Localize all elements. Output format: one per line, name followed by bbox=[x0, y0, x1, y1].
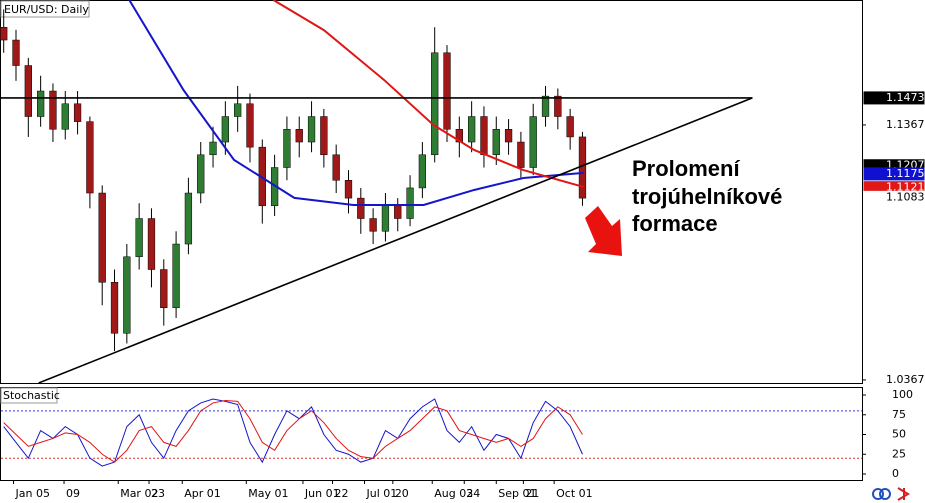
stoch-title: Stochastic bbox=[3, 389, 60, 402]
price-tag-label: 1.1175 bbox=[886, 167, 925, 180]
x-tick-label: Oct 01 bbox=[556, 487, 593, 500]
candle-body bbox=[24, 65, 32, 117]
candle-body bbox=[73, 103, 82, 122]
candle-body bbox=[480, 116, 488, 156]
price-tag bbox=[863, 91, 925, 105]
candle-body bbox=[492, 129, 500, 156]
y-tick-label: 75 bbox=[892, 408, 906, 421]
x-tick-label: Jun 01 bbox=[304, 487, 340, 500]
x-tick-label: 09 bbox=[66, 487, 80, 500]
candle-body bbox=[406, 187, 414, 219]
candle-body bbox=[37, 90, 45, 117]
stoch-line bbox=[3, 400, 583, 463]
stoch-panel bbox=[0, 387, 863, 481]
x-tick-label: 24 bbox=[466, 487, 480, 500]
candle-body bbox=[431, 52, 439, 156]
candle-body bbox=[332, 154, 340, 181]
candle-body bbox=[197, 154, 205, 194]
stoch-title-box bbox=[0, 387, 58, 404]
candle-body bbox=[369, 218, 377, 232]
candle-body bbox=[221, 116, 229, 143]
chart-title: EUR/USD: Daily bbox=[4, 3, 89, 16]
candle-body bbox=[86, 121, 94, 194]
candle-body bbox=[184, 192, 193, 245]
candle-body bbox=[381, 205, 390, 232]
toolbar-icons bbox=[872, 487, 910, 501]
x-tick-label: Aug 03 bbox=[434, 487, 473, 500]
x-tick-label: Jul 01 bbox=[366, 487, 398, 500]
x-tick-label: 23 bbox=[151, 487, 165, 500]
candle-body bbox=[49, 90, 57, 130]
annotation: Prolomení bbox=[632, 156, 740, 181]
candle-body bbox=[135, 218, 143, 258]
x-tick-label: 21 bbox=[525, 487, 539, 500]
candle-body bbox=[394, 205, 402, 219]
price-tag bbox=[863, 190, 925, 204]
price-tag-label: 1.1473 bbox=[886, 91, 925, 104]
candle-body bbox=[160, 269, 168, 309]
candle-body bbox=[246, 103, 254, 148]
indicator-line bbox=[128, 0, 584, 207]
candle-body bbox=[98, 192, 106, 283]
candle-body bbox=[344, 180, 353, 199]
y-tick-label: 25 bbox=[892, 447, 906, 460]
candle-body bbox=[529, 116, 537, 168]
arrow bbox=[585, 206, 622, 256]
candle-body bbox=[418, 154, 427, 189]
candle-body bbox=[455, 129, 463, 143]
candle-body bbox=[0, 27, 8, 41]
candle-body bbox=[320, 116, 328, 156]
x-tick-label: 22 bbox=[334, 487, 348, 500]
candle-body bbox=[357, 197, 365, 219]
candle-body bbox=[566, 116, 574, 138]
price-tag-label: 1.1121 bbox=[886, 181, 925, 194]
y-tick-label: 50 bbox=[892, 428, 906, 441]
candle-body bbox=[110, 282, 119, 334]
candle-body bbox=[554, 95, 562, 117]
price-panel bbox=[0, 0, 863, 384]
indicator-line bbox=[38, 97, 753, 384]
y-tick-label: 1.0367 bbox=[886, 373, 925, 386]
y-tick-label: 1.1367 bbox=[886, 118, 925, 131]
title-box bbox=[0, 0, 90, 18]
candle-body bbox=[12, 39, 20, 66]
x-tick-label: 20 bbox=[395, 487, 409, 500]
x-tick-label: Mar 02 bbox=[120, 487, 158, 500]
candle-body bbox=[295, 129, 303, 143]
indicator-line bbox=[272, 0, 584, 188]
candle-body bbox=[517, 141, 525, 168]
candle-body bbox=[468, 116, 476, 143]
candle-body bbox=[147, 218, 156, 270]
candle-body bbox=[61, 103, 69, 130]
candle-body bbox=[541, 95, 550, 117]
price-tag bbox=[863, 167, 925, 181]
y-tick-label: 0 bbox=[892, 467, 899, 480]
x-tick-label: Jan 05 bbox=[15, 487, 50, 500]
stoch-line bbox=[3, 398, 583, 467]
candle-body bbox=[234, 103, 242, 117]
candle-body bbox=[283, 129, 291, 168]
candle-body bbox=[504, 129, 513, 143]
candle-body bbox=[307, 116, 316, 143]
candle-body bbox=[123, 256, 131, 334]
price-tag-label: 1.1083 bbox=[886, 190, 925, 203]
candle-body bbox=[172, 243, 180, 309]
x-tick-label: Sep 01 bbox=[498, 487, 536, 500]
annotation: formace bbox=[632, 211, 718, 236]
annotation: trojúhelníkové bbox=[632, 184, 782, 209]
candle-body bbox=[209, 141, 217, 156]
candle-body bbox=[443, 52, 451, 130]
x-tick-label: Apr 01 bbox=[184, 487, 221, 500]
x-tick-label: May 01 bbox=[248, 487, 288, 500]
y-tick-label: 100 bbox=[892, 388, 913, 401]
